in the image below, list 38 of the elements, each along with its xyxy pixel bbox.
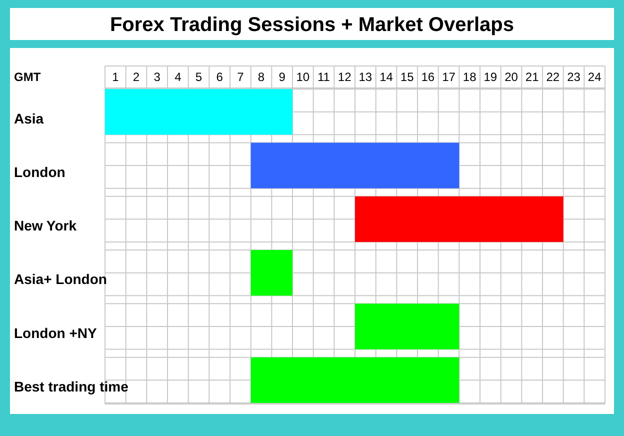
x-tick-label: 16 xyxy=(421,70,435,84)
x-tick-label: 7 xyxy=(237,70,244,84)
x-tick-label: 21 xyxy=(525,70,540,84)
x-tick-label: 19 xyxy=(484,70,498,84)
x-tick-label: 9 xyxy=(278,70,286,84)
x-tick-label: 17 xyxy=(442,70,456,84)
x-tick-label: 20 xyxy=(504,70,518,84)
bar xyxy=(355,196,564,242)
x-tick-label: 18 xyxy=(462,70,477,84)
bar xyxy=(250,250,292,296)
x-tick-label: 15 xyxy=(400,70,414,84)
x-tick-label: 24 xyxy=(588,70,602,84)
y-tick-label: London +NY xyxy=(14,324,98,341)
bar xyxy=(105,89,292,135)
chart-title: Forex Trading Sessions + Market Overlaps xyxy=(110,14,514,36)
x-tick-label: 13 xyxy=(358,70,372,84)
x-tick-label: 23 xyxy=(567,70,581,84)
x-tick-label: 2 xyxy=(132,70,140,84)
x-tick-label: 14 xyxy=(380,70,394,84)
bar xyxy=(250,142,460,188)
x-axis-title: GMT xyxy=(14,70,42,84)
y-tick-label: London xyxy=(14,164,66,180)
y-tick-label: Asia xyxy=(14,110,44,126)
x-tick-label: 10 xyxy=(296,70,310,84)
y-tick-label: New York xyxy=(14,218,77,234)
x-tick-label: 4 xyxy=(174,70,182,84)
x-tick-label: 22 xyxy=(546,70,560,84)
bar xyxy=(355,304,460,350)
bar xyxy=(250,357,460,403)
x-tick-label: 3 xyxy=(154,70,161,84)
x-tick-label: 6 xyxy=(216,70,224,84)
x-tick-label: 1 xyxy=(112,70,120,84)
x-tick-label: 11 xyxy=(318,70,330,84)
y-tick-label: Best trading time xyxy=(14,378,129,395)
x-tick-label: 5 xyxy=(195,70,202,84)
y-tick-label: Asia+ London xyxy=(14,271,107,288)
x-tick-label: 12 xyxy=(338,70,352,84)
x-tick-label: 8 xyxy=(258,70,265,84)
